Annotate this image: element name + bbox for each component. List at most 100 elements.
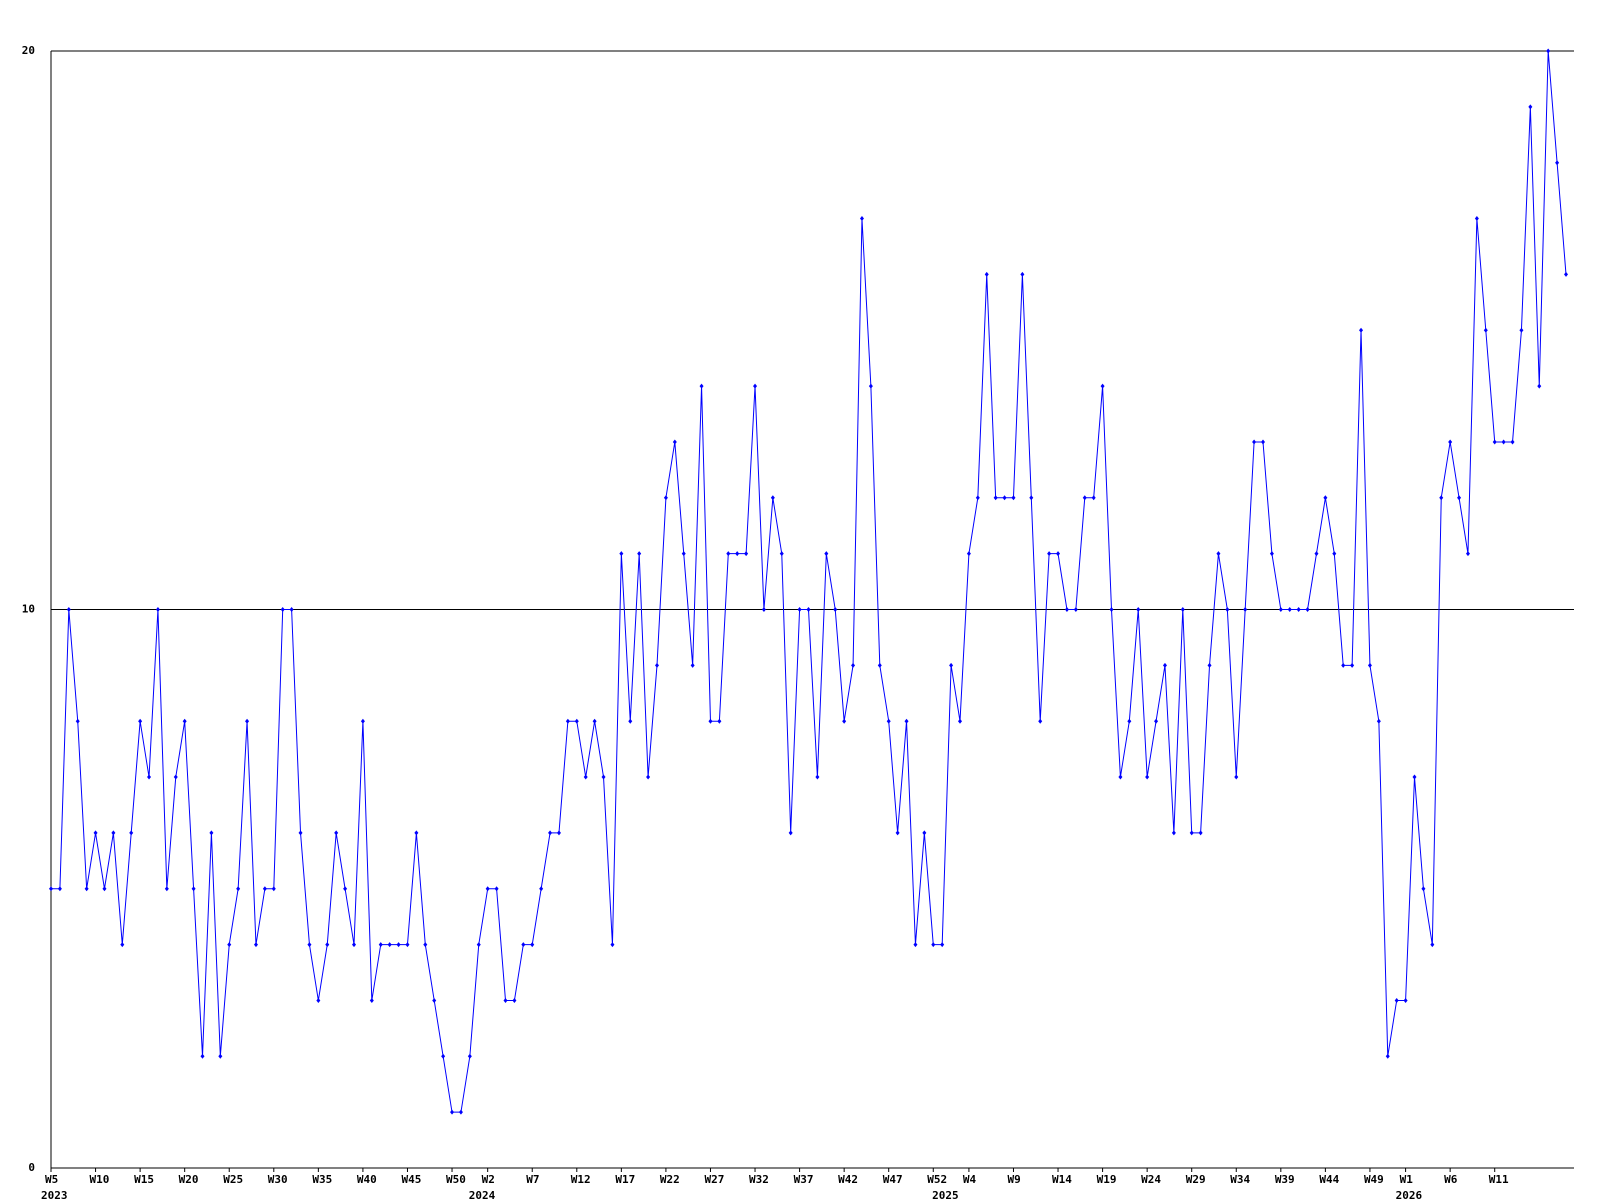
data-point	[1412, 774, 1417, 780]
data-point	[770, 495, 775, 501]
data-point	[949, 662, 954, 668]
data-point	[360, 718, 365, 724]
data-point	[1171, 830, 1176, 836]
data-point	[646, 774, 651, 780]
x-tick-label: W17	[615, 1173, 635, 1186]
data-point	[387, 942, 392, 948]
x-tick-label: W37	[794, 1173, 814, 1186]
x-tick-label: W45	[401, 1173, 421, 1186]
data-point	[681, 551, 686, 557]
x-tick-label: W14	[1052, 1173, 1072, 1186]
data-point	[1332, 551, 1337, 557]
data-point	[931, 942, 936, 948]
data-point	[859, 216, 864, 222]
x-tick-label: W7	[526, 1173, 539, 1186]
x-year-label: 2024	[469, 1189, 496, 1200]
y-tick-label: 0	[28, 1161, 35, 1174]
x-tick-label: W11	[1489, 1173, 1509, 1186]
data-point	[851, 662, 856, 668]
x-tick-label: W39	[1275, 1173, 1295, 1186]
data-point	[236, 886, 241, 892]
data-point	[343, 886, 348, 892]
data-point	[690, 662, 695, 668]
data-point	[984, 271, 989, 277]
data-point	[512, 997, 517, 1003]
data-point	[66, 607, 71, 612]
data-point	[1323, 495, 1328, 501]
x-tick-label: W52	[927, 1173, 947, 1186]
data-point	[1287, 607, 1292, 612]
data-point	[298, 830, 303, 836]
data-point	[1359, 327, 1364, 333]
x-tick-label: W35	[312, 1173, 332, 1186]
data-point	[1350, 662, 1355, 668]
data-point	[735, 551, 740, 557]
x-year-label: 2025	[932, 1189, 959, 1200]
data-point	[173, 774, 178, 780]
data-point	[619, 551, 624, 557]
y-tick-label: 20	[22, 44, 35, 57]
data-point	[485, 886, 490, 892]
data-point	[200, 1053, 205, 1059]
data-point	[1073, 607, 1078, 612]
data-point	[1564, 271, 1568, 277]
data-point	[601, 774, 606, 780]
data-point	[441, 1053, 446, 1059]
data-point	[1501, 439, 1506, 445]
data-point	[271, 886, 276, 892]
data-point	[1448, 439, 1453, 445]
data-point	[432, 997, 437, 1003]
data-point	[1189, 830, 1194, 836]
x-tick-label: W49	[1364, 1173, 1384, 1186]
data-point	[958, 718, 962, 724]
data-point	[1056, 551, 1061, 557]
x-tick-label: W50	[446, 1173, 466, 1186]
data-point	[1091, 495, 1096, 501]
data-point	[1118, 774, 1123, 780]
data-point	[1528, 104, 1533, 110]
data-point	[147, 774, 152, 780]
x-tick-label: W2	[482, 1173, 495, 1186]
data-point	[369, 997, 374, 1003]
data-point	[565, 718, 570, 724]
x-year-label: 2023	[41, 1189, 68, 1200]
x-tick-label: W42	[838, 1173, 858, 1186]
data-point	[1180, 607, 1185, 612]
data-point	[1314, 551, 1319, 557]
x-tick-label: W9	[1007, 1173, 1020, 1186]
data-point	[253, 942, 258, 948]
data-point	[637, 551, 642, 557]
data-point	[1546, 48, 1551, 54]
data-point	[325, 942, 330, 948]
data-point	[378, 942, 383, 948]
data-point	[503, 997, 508, 1003]
x-tick-label: W4	[963, 1173, 977, 1186]
data-point	[895, 830, 900, 836]
x-tick-label: W15	[134, 1173, 154, 1186]
data-point	[1403, 997, 1408, 1003]
data-point	[1483, 327, 1488, 333]
data-point	[93, 830, 98, 836]
data-point	[1047, 551, 1052, 557]
x-tick-label: W12	[571, 1173, 591, 1186]
data-point	[450, 1109, 455, 1115]
data-point	[1341, 662, 1346, 668]
data-point	[458, 1109, 463, 1115]
data-point	[396, 942, 401, 948]
x-tick-label: W19	[1097, 1173, 1117, 1186]
data-point	[922, 830, 927, 836]
data-point	[218, 1053, 223, 1059]
data-point	[779, 551, 784, 557]
data-point	[788, 830, 793, 836]
data-point	[1421, 886, 1426, 892]
data-line	[51, 50, 1567, 1113]
data-point	[245, 718, 250, 724]
data-point	[744, 551, 749, 557]
data-point	[1064, 607, 1069, 612]
data-point	[815, 774, 820, 780]
data-point	[494, 886, 499, 892]
data-point	[1225, 607, 1230, 612]
x-tick-label: W29	[1186, 1173, 1206, 1186]
data-point	[1207, 662, 1212, 668]
